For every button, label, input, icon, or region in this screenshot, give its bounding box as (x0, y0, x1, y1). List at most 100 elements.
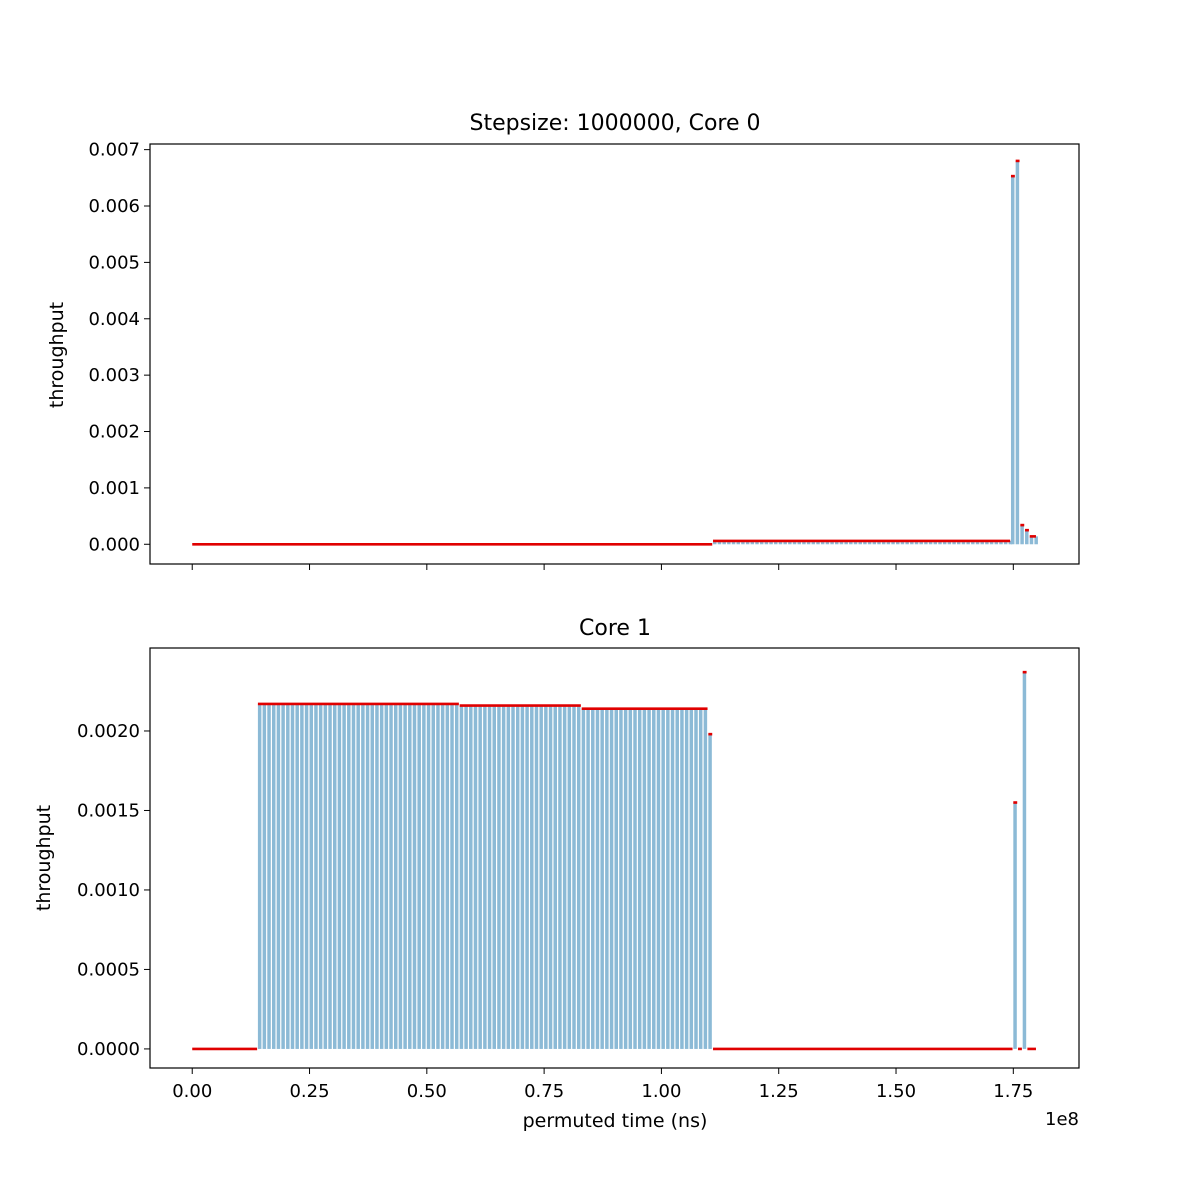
bottom-bar (497, 705, 501, 1049)
bottom-y-tick-label: 0.0015 (77, 800, 140, 821)
top-bar (1034, 536, 1038, 545)
bottom-bar (652, 708, 656, 1049)
top-bar (736, 540, 740, 545)
bottom-bar (478, 705, 482, 1049)
bottom-x-tick-label: 0.50 (407, 1081, 447, 1102)
top-bar (844, 540, 848, 545)
bottom-bar (309, 703, 314, 1049)
bottom-bar (530, 705, 534, 1049)
top-bar (942, 540, 947, 545)
bottom-bar (1022, 672, 1027, 1049)
top-bar (928, 540, 933, 545)
top-bar (985, 540, 989, 545)
bottom-bar (623, 708, 628, 1049)
bottom-x-tick-label: 1.75 (993, 1081, 1033, 1102)
top-bar (994, 540, 999, 545)
bottom-bar (591, 708, 595, 1049)
bottom-bar (361, 703, 365, 1049)
bottom-bar (365, 703, 370, 1049)
bottom-bar (290, 703, 295, 1049)
bottom-bar (698, 708, 703, 1049)
bottom-bar (304, 703, 309, 1049)
bottom-bar (609, 708, 614, 1049)
bottom-bar (544, 705, 548, 1049)
top-bar (905, 540, 909, 545)
bottom-bar (295, 703, 299, 1049)
top-bar (1008, 540, 1013, 545)
top-bar (853, 540, 858, 545)
top-step-lines (192, 159, 1036, 546)
top-bar (731, 540, 736, 545)
top-bar (919, 540, 923, 545)
bottom-y-tick-label: 0.0000 (77, 1039, 140, 1060)
bottom-bar (473, 705, 478, 1049)
top-bar (886, 540, 891, 545)
bottom-y-tick-label: 0.0010 (77, 880, 140, 901)
top-bar (896, 540, 900, 545)
top-bar (881, 540, 886, 545)
top-bar (933, 540, 938, 545)
bottom-bar (450, 703, 454, 1049)
bottom-bar (370, 703, 375, 1049)
top-bar (914, 540, 919, 545)
bottom-bar (492, 705, 496, 1049)
bottom-bar (454, 703, 459, 1049)
bottom-bar (412, 703, 417, 1049)
top-bar (858, 540, 862, 545)
top-bar (839, 540, 844, 545)
bottom-bar (572, 705, 576, 1049)
bottom-bar (534, 705, 539, 1049)
top-bar (759, 540, 764, 545)
bottom-x-tick-label: 1.00 (641, 1081, 681, 1102)
top-y-tick-label: 0.007 (88, 140, 140, 161)
bottom-bar (553, 705, 557, 1049)
bottom-bar (445, 703, 450, 1049)
bottom-bar (670, 708, 675, 1049)
bottom-bar (558, 705, 562, 1049)
bottom-bar (384, 703, 389, 1049)
bottom-bar (680, 708, 684, 1049)
bottom-bar (487, 705, 492, 1049)
bottom-bar (469, 705, 473, 1049)
top-bar (938, 540, 942, 545)
bottom-step-lines (192, 670, 1036, 1051)
bottom-bar (408, 703, 412, 1049)
bottom-bar (619, 708, 623, 1049)
bottom-bar (436, 703, 440, 1049)
bottom-x-tick-label: 1.25 (759, 1081, 799, 1102)
top-bar (867, 540, 872, 545)
bottom-x-ticks: 0.00 0.25 0.50 0.75 1.00 1.25 1.50 1.75 (172, 1068, 1033, 1102)
bottom-y-tick-label: 0.0005 (77, 959, 140, 980)
top-bar (910, 540, 914, 545)
top-bar (961, 540, 966, 545)
bottom-bar (562, 705, 567, 1049)
bottom-bar (267, 703, 271, 1049)
bottom-bar (328, 703, 332, 1049)
top-bar (755, 540, 759, 545)
bottom-bar (576, 705, 581, 1049)
bottom-bar (501, 705, 506, 1049)
bottom-bar (464, 705, 468, 1049)
bottom-bar (520, 705, 525, 1049)
bottom-bar (300, 703, 304, 1049)
x-offset-label: 1e8 (1045, 1109, 1079, 1130)
bottom-bar (342, 703, 346, 1049)
bottom-bar (1013, 802, 1017, 1049)
top-x-ticks (191, 564, 1014, 570)
top-y-tick-label: 0.004 (88, 309, 140, 330)
bottom-bar (605, 708, 609, 1049)
bottom-bar (440, 703, 445, 1049)
bottom-bar (403, 703, 407, 1049)
top-y-tick-label: 0.000 (88, 534, 140, 555)
bottom-bar (398, 703, 403, 1049)
bottom-bar (337, 703, 342, 1049)
top-y-tick-label: 0.006 (88, 196, 140, 217)
top-bar (802, 540, 806, 545)
top-bar (816, 540, 820, 545)
bottom-x-axis-label: permuted time (ns) (523, 1110, 708, 1132)
bottom-bar (356, 703, 360, 1049)
bottom-bar (318, 703, 323, 1049)
bottom-bar (515, 705, 520, 1049)
top-bar (863, 540, 867, 545)
bottom-bar (281, 703, 285, 1049)
